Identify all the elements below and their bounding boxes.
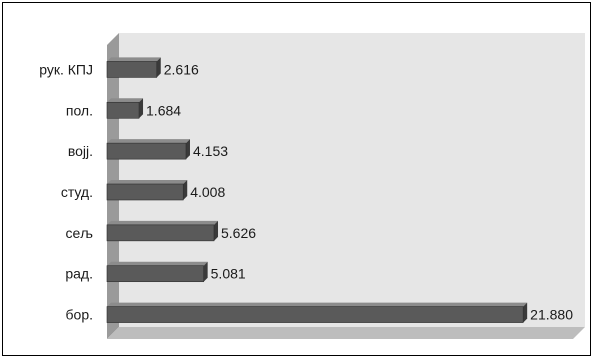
bar-side-face (523, 302, 528, 323)
category-label: рук. КПЈ (39, 61, 93, 77)
value-label: 21.880 (530, 307, 573, 323)
bar-front-face (106, 101, 140, 119)
bar-front-face (106, 183, 184, 201)
bar-front-face (106, 142, 187, 160)
bar-front-face (106, 265, 204, 283)
value-label: 2.616 (164, 61, 199, 77)
bar (106, 57, 161, 78)
bar-top-face (107, 302, 528, 307)
category-label: рад. (65, 266, 93, 282)
category-labels: рук. КПЈ пол. војј. студ. сељ рад. бор. (39, 61, 93, 322)
bar (106, 139, 190, 160)
value-label: 4.153 (193, 143, 228, 159)
bar-front-face (106, 306, 524, 323)
bar-side-face (183, 180, 188, 200)
bars-group (106, 57, 528, 323)
bar-top-face (107, 98, 144, 103)
bar-top-face (107, 261, 208, 266)
value-labels: 2.616 1.684 4.153 4.008 5.626 5.081 21.880 (146, 61, 573, 322)
bar-top-face (107, 220, 219, 225)
bar-side-face (185, 139, 190, 160)
value-label: 5.626 (221, 225, 256, 241)
category-label: војј. (68, 143, 93, 159)
value-label: 4.008 (190, 184, 225, 200)
bar-top-face (107, 139, 190, 144)
bar-side-face (214, 220, 219, 241)
value-label: 5.081 (211, 266, 246, 282)
category-label: пол. (66, 102, 93, 118)
bar-top-face (107, 180, 188, 184)
bar (106, 302, 528, 323)
bar-top-face (107, 57, 161, 62)
bar-side-face (203, 261, 208, 282)
bar-side-face (139, 98, 144, 119)
bar-front-face (106, 61, 158, 78)
bar (106, 261, 208, 283)
chart-frame: рук. КПЈ пол. војј. студ. сељ рад. бор. 2.616 1… (2, 2, 591, 356)
floor (107, 327, 585, 339)
bar-side-face (156, 57, 161, 78)
value-label: 1.684 (146, 102, 181, 118)
bar (106, 180, 188, 201)
bar (106, 98, 144, 119)
category-label: сељ (66, 225, 94, 241)
bar-front-face (106, 224, 215, 242)
category-label: студ. (61, 184, 93, 200)
category-label: бор. (66, 307, 93, 323)
bar-chart: рук. КПЈ пол. војј. студ. сељ рад. бор. 2.616 1… (39, 33, 585, 339)
bar (106, 220, 219, 242)
